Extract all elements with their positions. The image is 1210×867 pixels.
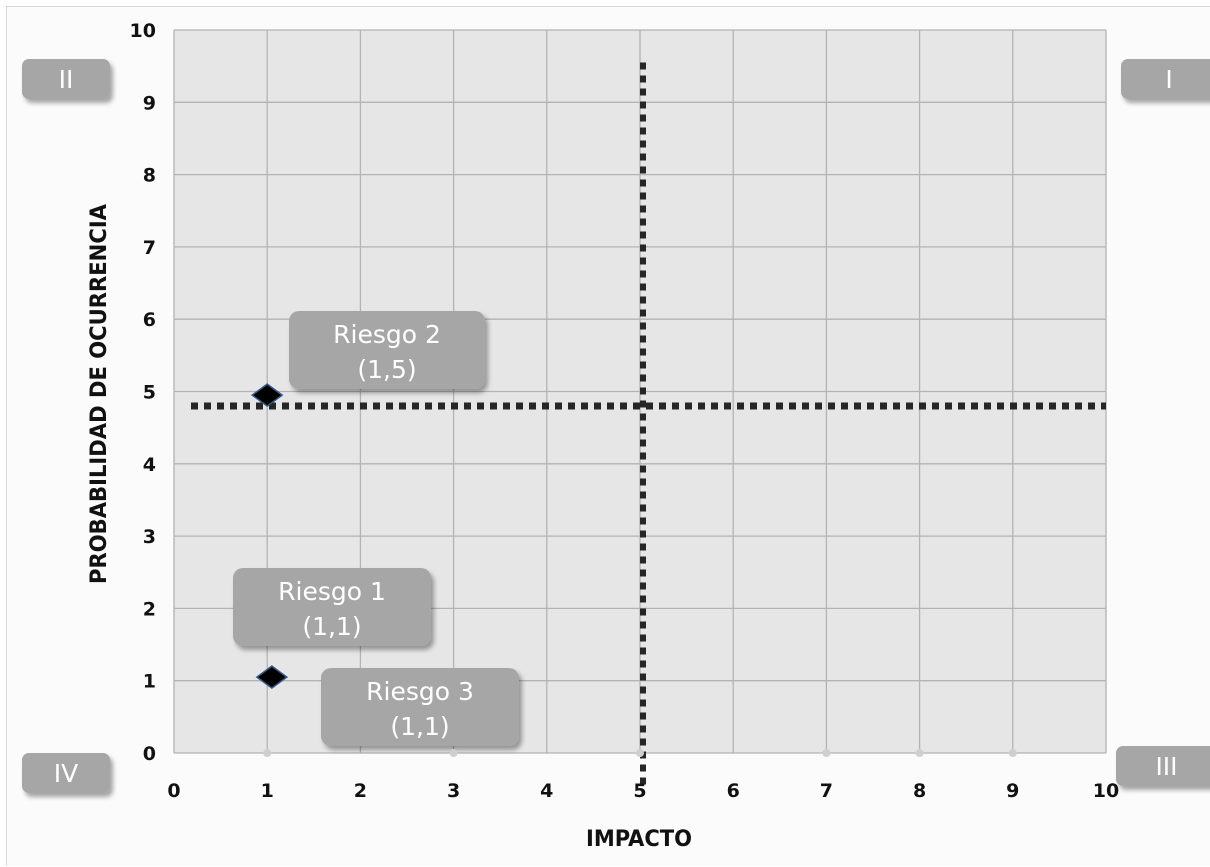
x-tick-label: 5 bbox=[633, 780, 646, 802]
y-tick-label: 10 bbox=[130, 20, 156, 42]
quadrant-box bbox=[1121, 59, 1210, 99]
quadrant-label-iii: III bbox=[1116, 746, 1210, 786]
y-tick-label: 2 bbox=[143, 598, 156, 620]
quadrant-text: II bbox=[59, 65, 74, 94]
annotation-coords: (1,1) bbox=[302, 612, 361, 641]
ghost-marker bbox=[636, 749, 644, 757]
ghost-marker bbox=[263, 749, 272, 757]
annotation-label: Riesgo 2 bbox=[333, 320, 441, 349]
annotation-callout: Riesgo 1 (1,1) bbox=[233, 568, 431, 646]
quadrant-text: I bbox=[1165, 65, 1172, 94]
x-tick-label: 1 bbox=[261, 780, 274, 802]
y-tick-label: 6 bbox=[143, 309, 156, 331]
quadrant-text: IV bbox=[54, 759, 78, 788]
x-tick-label: 6 bbox=[727, 780, 740, 802]
annotation-box bbox=[289, 311, 485, 389]
annotation-coords: (1,1) bbox=[390, 712, 449, 741]
quadrant-label-i: I bbox=[1121, 59, 1210, 99]
quadrant-box bbox=[22, 59, 110, 99]
annotation-box bbox=[321, 668, 519, 746]
y-tick-label: 9 bbox=[143, 92, 156, 114]
x-axis-title: IMPACTO bbox=[586, 827, 692, 852]
x-tick-label: 0 bbox=[167, 780, 180, 802]
x-tick-label: 3 bbox=[447, 780, 460, 802]
quadrant-box bbox=[1116, 746, 1210, 786]
annotation-callout: Riesgo 3 (1,1) bbox=[321, 668, 519, 746]
y-tick-label: 4 bbox=[143, 454, 156, 476]
y-tick-label: 1 bbox=[143, 671, 156, 693]
ghost-marker bbox=[822, 749, 831, 757]
quadrant-label-ii: II bbox=[22, 59, 110, 99]
y-tick-label: 5 bbox=[143, 382, 156, 404]
quadrant-box bbox=[22, 753, 110, 793]
ghost-marker bbox=[449, 749, 458, 757]
x-tick-label: 2 bbox=[354, 780, 367, 802]
x-tick-label: 7 bbox=[820, 780, 833, 802]
ghost-marker bbox=[1008, 749, 1017, 757]
y-tick-label: 8 bbox=[143, 165, 156, 187]
data-point[interactable] bbox=[255, 665, 289, 690]
quadrant-text: III bbox=[1155, 752, 1177, 781]
annotation-label: Riesgo 3 bbox=[366, 677, 474, 706]
ghost-marker bbox=[915, 749, 924, 757]
x-tick-label: 4 bbox=[540, 780, 553, 802]
quadrant-label-iv: IV bbox=[22, 753, 110, 793]
y-axis-title: PROBABILIDAD DE OCURRENCIA bbox=[87, 203, 112, 584]
x-tick-label: 10 bbox=[1093, 780, 1119, 802]
x-tick-label: 8 bbox=[913, 780, 926, 802]
annotation-label: Riesgo 1 bbox=[278, 577, 386, 606]
y-tick-label: 3 bbox=[143, 526, 156, 548]
annotation-callout: Riesgo 2 (1,5) bbox=[289, 311, 485, 389]
y-tick-label: 7 bbox=[143, 237, 156, 259]
annotation-coords: (1,5) bbox=[357, 355, 416, 384]
x-tick-label: 9 bbox=[1006, 780, 1019, 802]
chart-frame: 0 1 2 3 4 5 6 7 8 9 10 0 1 2 3 4 5 6 7 8 9 10 Riesgo 2 (1,5) Ri… bbox=[6, 6, 1210, 866]
y-tick-label: 0 bbox=[143, 743, 156, 765]
data-point[interactable] bbox=[250, 383, 284, 408]
annotation-box bbox=[233, 568, 431, 646]
